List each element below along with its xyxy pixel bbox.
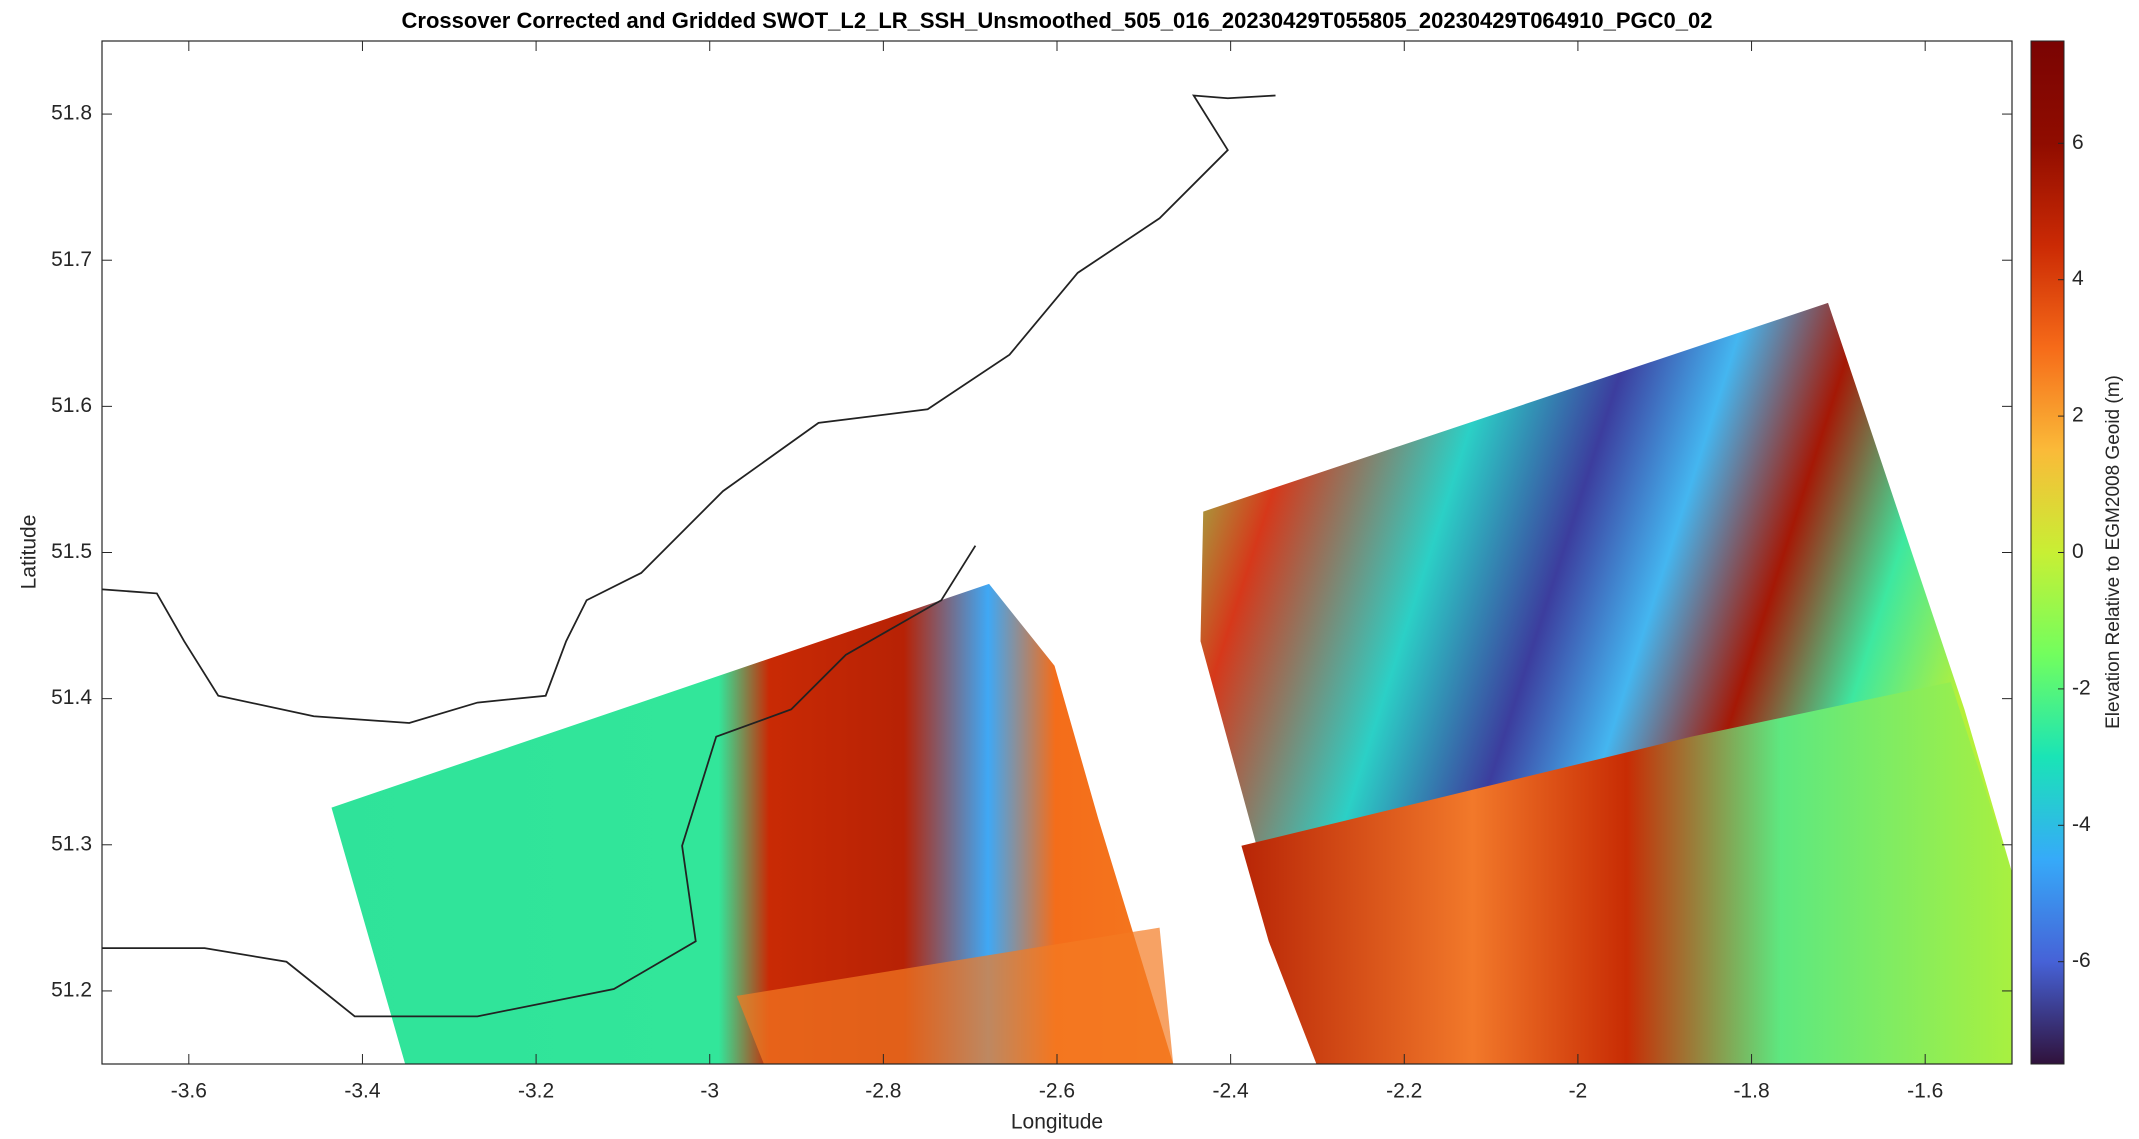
x-tick-label: -2.2 [1386, 1080, 1422, 1103]
swath-right-lower [1241, 682, 2012, 1064]
colorbar-label: Elevation Relative to EGM2008 Geoid (m) [2103, 375, 2124, 729]
x-tick-label: -2.4 [1213, 1080, 1250, 1103]
y-tick-label: 51.4 [51, 686, 92, 709]
x-tick-label: -3.4 [344, 1080, 381, 1103]
colorbar-tick-label: -2 [2072, 676, 2091, 699]
y-axis-label: Latitude [18, 515, 41, 590]
swaths [102, 94, 2012, 1064]
y-tick-label: 51.6 [51, 394, 92, 417]
colorbar-tick-label: 2 [2072, 404, 2084, 427]
x-tick-label: -2.8 [865, 1080, 901, 1103]
x-tick-label: -3.6 [171, 1080, 207, 1103]
colorbar-tick-label: 4 [2072, 267, 2084, 290]
x-tick-label: -3.2 [518, 1080, 554, 1103]
x-axis-label: Longitude [1011, 1111, 1103, 1134]
x-tick-label: -2 [1569, 1080, 1588, 1103]
coastline [102, 94, 1276, 724]
x-tick-label: -1.6 [1907, 1080, 1943, 1103]
x-tick-label: -2.6 [1039, 1080, 1075, 1103]
colorbar-tick-label: -6 [2072, 949, 2091, 972]
y-tick-label: 51.8 [51, 102, 92, 125]
swath-left [331, 583, 1174, 1064]
chart-title: Crossover Corrected and Gridded SWOT_L2_… [402, 8, 1713, 33]
colorbar-tick-label: 6 [2072, 131, 2084, 154]
y-tick-label: 51.2 [51, 978, 92, 1001]
y-tick-label: 51.3 [51, 832, 92, 855]
x-tick-label: -3 [700, 1080, 719, 1103]
coastline [102, 545, 977, 1018]
y-tick-label: 51.7 [51, 248, 92, 271]
y-tick-label: 51.5 [51, 540, 92, 563]
colorbar-tick-label: -4 [2072, 813, 2091, 836]
x-tick-label: -1.8 [1733, 1080, 1769, 1103]
swath-left-lower [736, 927, 1174, 1064]
colorbar-tick-label: 0 [2072, 540, 2084, 563]
